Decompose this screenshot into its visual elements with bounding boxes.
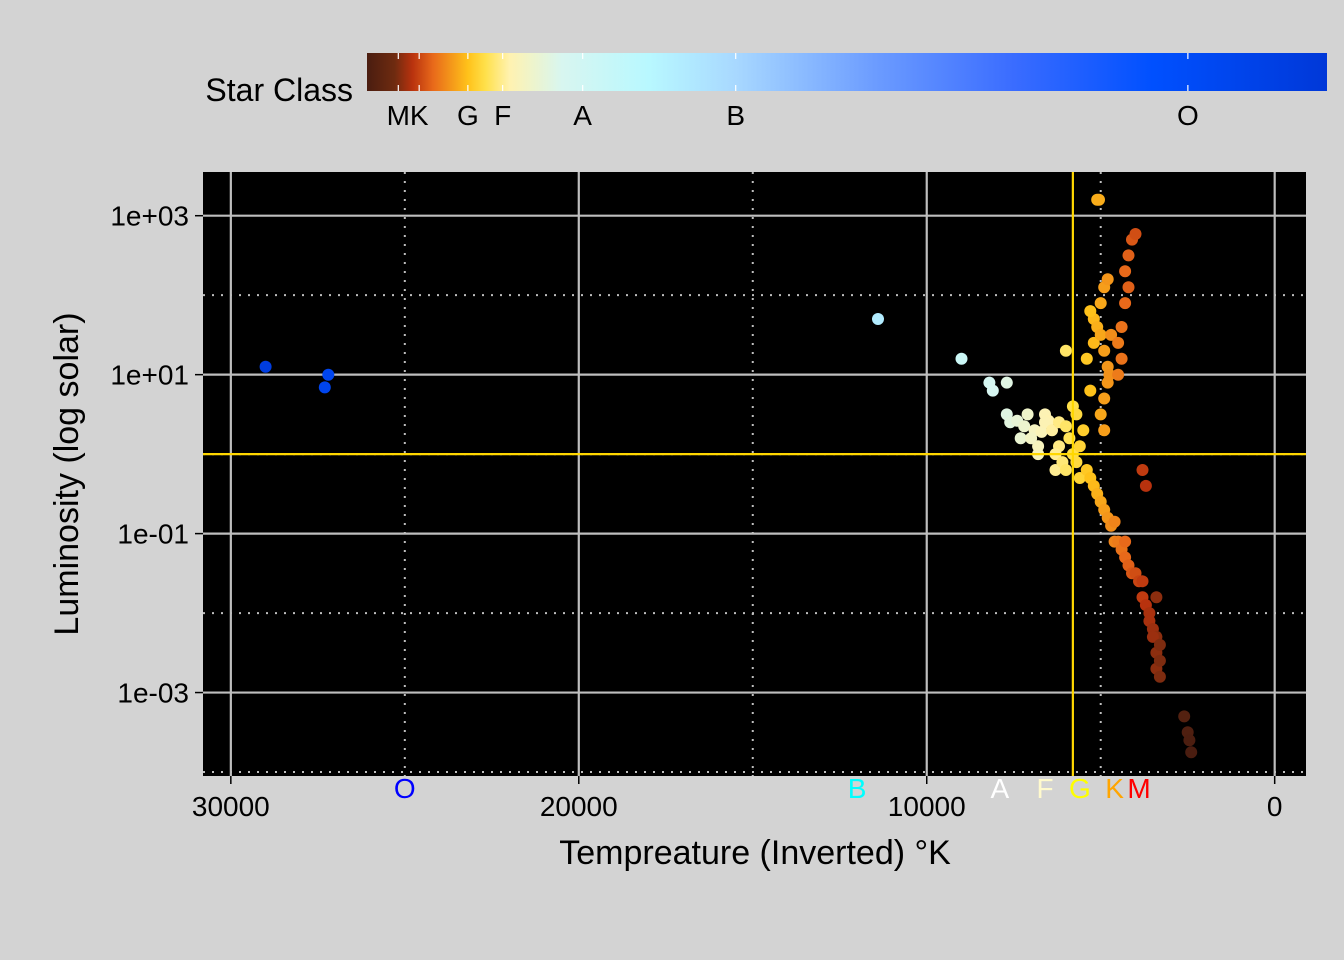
colorbar-tick-label: O xyxy=(1177,100,1199,131)
x-tick-label: 10000 xyxy=(888,791,966,822)
star-point xyxy=(1119,265,1132,278)
star-point xyxy=(1139,479,1152,492)
star-point xyxy=(1094,297,1107,310)
colorbar-tick-label: K xyxy=(410,100,429,131)
star-point xyxy=(1153,638,1166,651)
star-point xyxy=(1112,368,1125,381)
data-points xyxy=(259,193,1198,759)
star-point xyxy=(1094,328,1107,341)
star-point xyxy=(1094,408,1107,421)
y-axis-label: Luminosity (log solar) xyxy=(48,312,86,635)
y-tick-label: 1e-01 xyxy=(117,519,189,550)
y-tick-label: 1e-03 xyxy=(117,678,189,709)
star-point xyxy=(1046,424,1058,437)
star-point xyxy=(1122,249,1135,262)
star-point xyxy=(1119,535,1132,548)
x-axis-label: Tempreature (Inverted) °K xyxy=(559,834,951,872)
star-point xyxy=(1098,344,1111,357)
x-tick-label: 30000 xyxy=(192,791,270,822)
class-label: K xyxy=(1105,773,1124,804)
x-axis: 30000 20000 10000 0 xyxy=(192,776,1283,822)
star-point xyxy=(1059,344,1072,357)
star-point xyxy=(259,360,272,373)
class-label: O xyxy=(394,773,416,804)
star-point xyxy=(1103,368,1116,381)
star-point xyxy=(1059,420,1072,433)
class-label: G xyxy=(1069,773,1091,804)
y-tick-label: 1e+03 xyxy=(110,201,189,232)
y-tick-label: 1e+01 xyxy=(110,360,189,391)
star-point xyxy=(986,384,999,397)
y-axis: 1e+03 1e+01 1e-01 1e-03 xyxy=(110,201,203,709)
legend-title: Star Class xyxy=(205,72,353,108)
star-point xyxy=(1014,432,1027,445)
colorbar-tick-label: F xyxy=(494,100,511,131)
star-point xyxy=(1049,464,1062,476)
star-point xyxy=(1105,328,1118,341)
star-point xyxy=(1035,425,1048,438)
star-point xyxy=(1112,336,1125,349)
sun-reference-lines xyxy=(203,172,1306,776)
star-point xyxy=(872,313,884,325)
star-point xyxy=(1150,591,1163,604)
star-point xyxy=(1178,710,1191,723)
star-point xyxy=(1146,630,1159,643)
star-point xyxy=(1077,424,1090,437)
star-point xyxy=(1108,515,1121,528)
star-point xyxy=(318,381,331,394)
star-point xyxy=(1059,464,1072,476)
colorbar-tick-label: A xyxy=(573,100,592,131)
star-point xyxy=(1183,734,1196,747)
star-point xyxy=(1093,193,1105,206)
star-point xyxy=(1073,440,1086,453)
star-point xyxy=(1087,336,1100,349)
star-point xyxy=(1119,297,1132,310)
colorbar xyxy=(367,53,1327,91)
star-point xyxy=(1185,746,1198,759)
star-point xyxy=(322,368,335,381)
star-point xyxy=(1115,352,1128,365)
star-point xyxy=(1000,376,1013,389)
star-point xyxy=(1153,654,1166,667)
star-point xyxy=(1153,670,1166,683)
colorbar-tick-label: B xyxy=(726,100,745,131)
star-point xyxy=(1122,281,1135,294)
star-point xyxy=(1098,392,1111,405)
class-label: M xyxy=(1127,773,1150,804)
star-point xyxy=(1080,352,1093,365)
star-point xyxy=(1129,228,1142,240)
star-point xyxy=(1098,424,1111,437)
x-tick-label: 20000 xyxy=(540,791,618,822)
x-tick-label: 0 xyxy=(1267,791,1283,822)
class-label: B xyxy=(848,773,867,804)
colorbar-tick-label: M xyxy=(387,100,410,131)
star-point xyxy=(1021,408,1034,421)
star-point xyxy=(1018,420,1031,433)
class-label: A xyxy=(990,773,1009,804)
star-point xyxy=(1101,273,1114,286)
colorbar-tick-label: G xyxy=(457,100,479,131)
class-label: F xyxy=(1036,773,1053,804)
star-point xyxy=(1073,472,1086,484)
star-point xyxy=(1039,416,1051,429)
star-point xyxy=(1136,464,1149,476)
star-point xyxy=(1084,305,1097,318)
star-point xyxy=(1115,321,1128,333)
star-point xyxy=(955,352,968,365)
star-point xyxy=(1136,575,1149,588)
star-point xyxy=(1025,432,1038,445)
star-point xyxy=(1084,384,1097,397)
